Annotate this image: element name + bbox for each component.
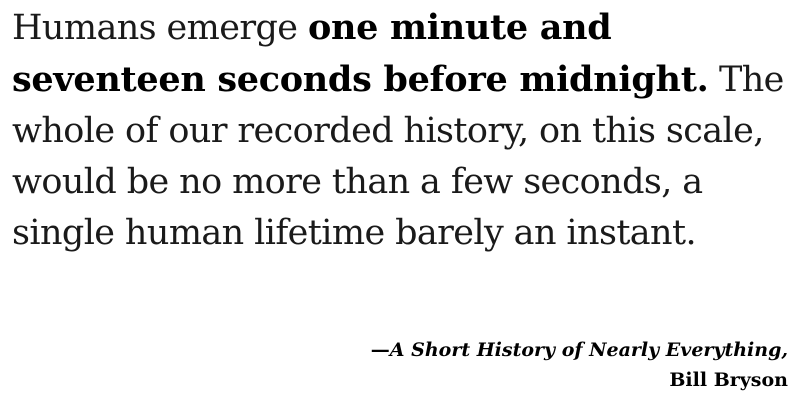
attribution-source-line: —A Short History of Nearly Everything, — [288, 335, 788, 365]
author-name: Bill Bryson — [669, 369, 788, 391]
quote-text: Humans emerge one minute and seventeen s… — [12, 2, 792, 259]
quote-emphasis: one minute and seventeen seconds before … — [12, 7, 709, 100]
quote-lead: Humans emerge — [12, 8, 308, 48]
quote-rest: The whole of our recorded history, on th… — [12, 60, 784, 253]
attribution-dash: — — [370, 339, 390, 361]
book-title: A Short History of Nearly Everything, — [389, 339, 788, 361]
attribution: —A Short History of Nearly Everything, B… — [288, 335, 788, 395]
